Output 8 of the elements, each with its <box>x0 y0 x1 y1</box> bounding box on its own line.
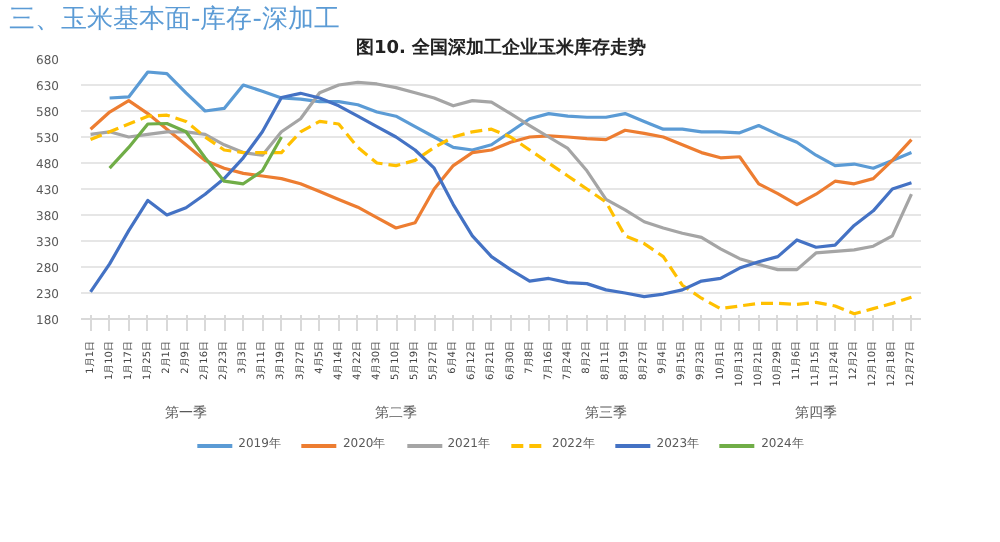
line-series <box>88 80 914 272</box>
chart-title: 图10. 全国深加工企业玉米库存走势 <box>355 37 647 59</box>
line-series <box>108 121 284 186</box>
chart-subtitle: 三、玉米基本面-库存-深加工 <box>9 5 340 35</box>
line-series <box>88 113 914 316</box>
line-series <box>108 70 914 170</box>
line-series <box>88 91 914 299</box>
line-series <box>88 99 914 230</box>
